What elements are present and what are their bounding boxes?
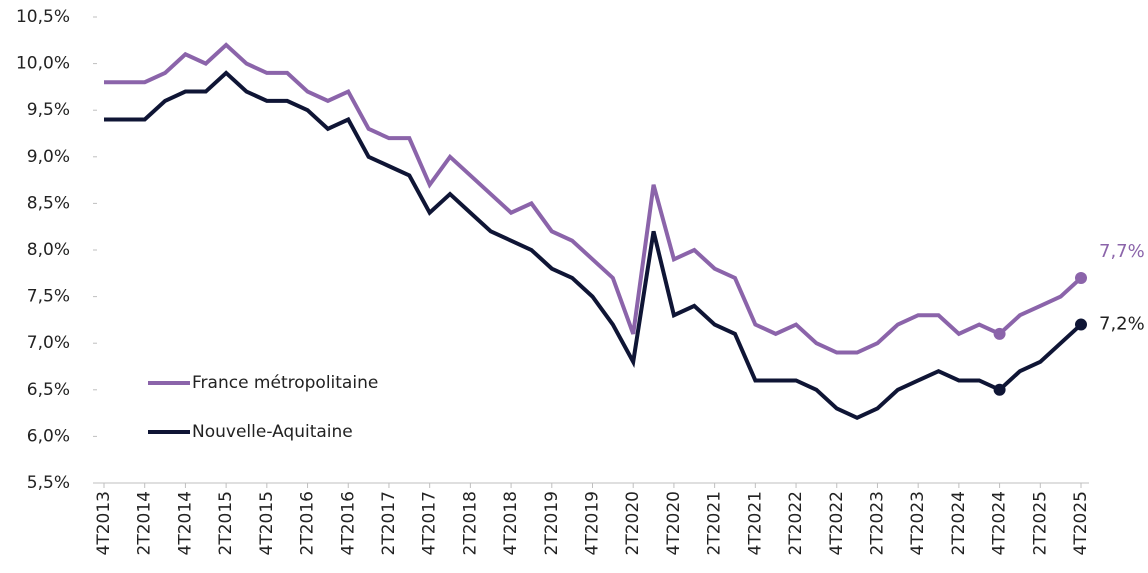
- x-tick-label: 2T2019: [542, 491, 562, 555]
- x-tick-label: 4T2020: [664, 491, 684, 555]
- x-tick-label: 4T2017: [420, 491, 440, 555]
- x-tick-label: 2T2014: [135, 491, 155, 555]
- x-tick-label: 2T2016: [298, 491, 318, 555]
- y-tick-label: 8,5%: [27, 193, 70, 213]
- x-tick-label: 4T2015: [257, 491, 277, 555]
- x-tick-label: 2T2017: [379, 491, 399, 555]
- value-label: 7,2%: [1099, 314, 1145, 335]
- point-marker: [1075, 318, 1087, 331]
- y-tick-label: 9,0%: [27, 147, 70, 167]
- point-marker: [993, 327, 1006, 340]
- point-marker: [993, 383, 1006, 396]
- x-tick-label: 2T2015: [216, 491, 236, 555]
- x-tick-label: 2T2020: [623, 491, 643, 555]
- series-line: [104, 70, 1083, 420]
- series-line: [104, 42, 1083, 355]
- y-tick-label: 10,5%: [16, 7, 70, 27]
- x-tick-label: 4T2018: [501, 491, 521, 555]
- y-tick-label: 6,0%: [27, 426, 70, 446]
- x-tick-label: 4T2013: [94, 491, 114, 555]
- y-tick-label: 6,5%: [27, 380, 70, 400]
- x-tick-label: 2T2021: [705, 491, 725, 555]
- x-tick-label: 4T2022: [827, 491, 847, 555]
- y-tick-label: 8,0%: [27, 240, 70, 260]
- y-tick-label: 7,5%: [27, 287, 70, 307]
- y-tick-label: 9,5%: [27, 100, 70, 120]
- x-tick-label: 4T2021: [745, 491, 765, 555]
- y-tick-label: 7,0%: [27, 333, 70, 353]
- x-tick-label: 4T2014: [175, 491, 195, 555]
- value-label: 7,7%: [1099, 241, 1145, 262]
- x-tick-label: 4T2016: [338, 491, 358, 555]
- x-tick-label: 4T2024: [990, 491, 1010, 555]
- x-tick-label: 2T2022: [786, 491, 806, 555]
- x-tick-label: 4T2023: [908, 491, 928, 555]
- legend-label: France métropolitaine: [192, 373, 378, 393]
- x-tick-label: 2T2024: [949, 491, 969, 555]
- y-tick-label: 5,5%: [27, 473, 70, 493]
- x-tick-label: 4T2019: [583, 491, 603, 555]
- x-tick-label: 4T2025: [1071, 491, 1091, 555]
- y-tick-label: 10,0%: [16, 54, 70, 74]
- point-marker: [1075, 271, 1087, 284]
- x-tick-label: 2T2018: [460, 491, 480, 555]
- x-tick-label: 2T2023: [867, 491, 887, 555]
- x-tick-label: 2T2025: [1030, 491, 1050, 555]
- legend-label: Nouvelle-Aquitaine: [192, 422, 353, 442]
